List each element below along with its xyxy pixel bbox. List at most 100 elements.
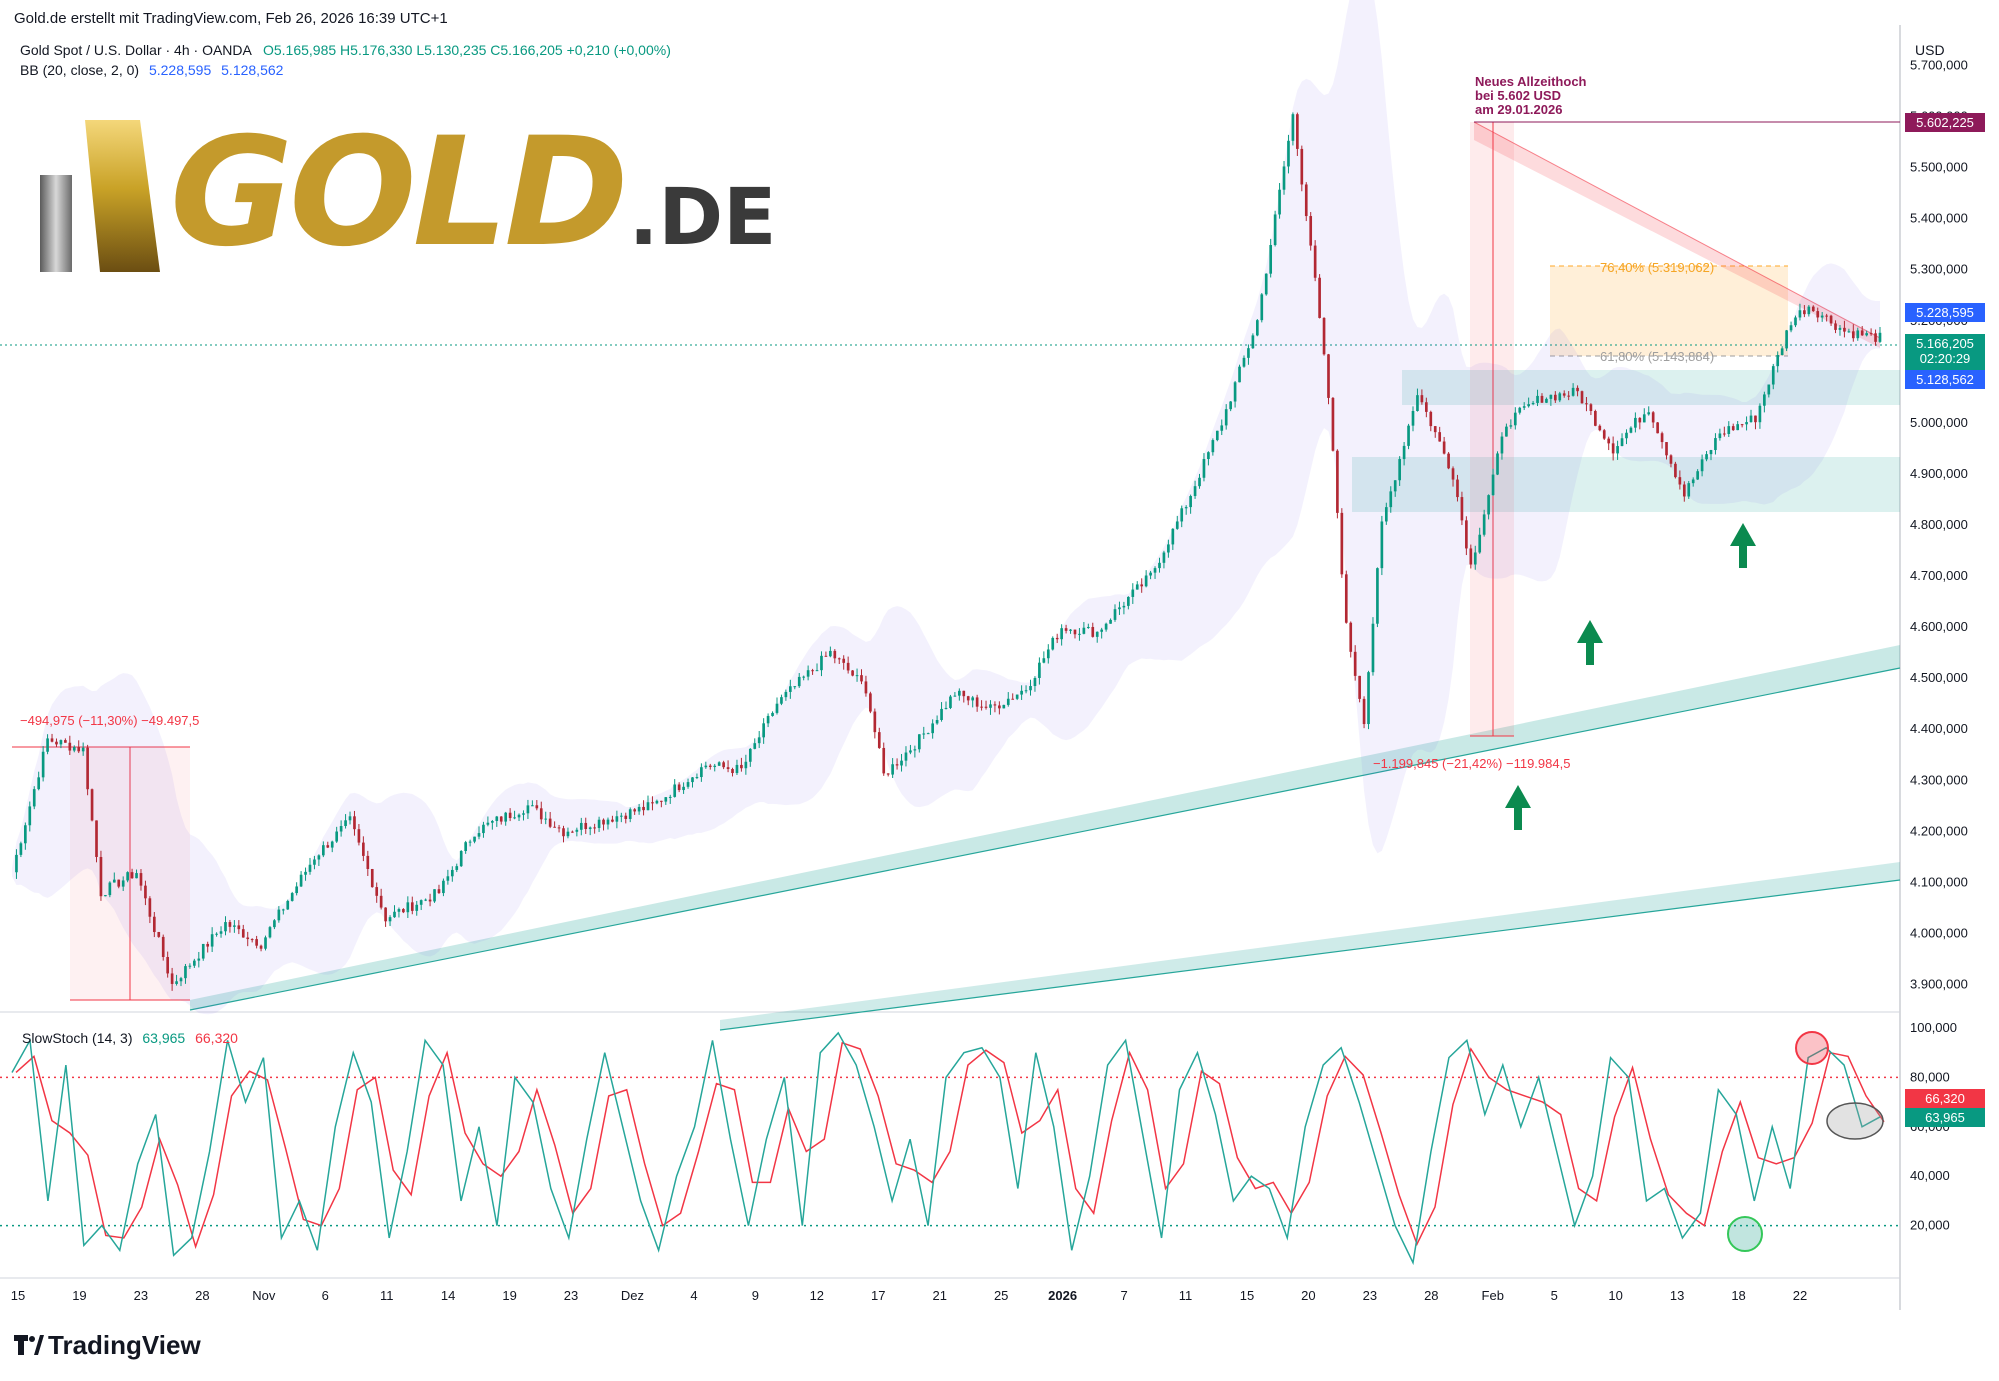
candle <box>744 761 748 769</box>
candle <box>1513 412 1517 426</box>
candle <box>99 856 103 897</box>
candle <box>597 819 601 828</box>
candle <box>1571 387 1575 396</box>
candle <box>1078 633 1081 635</box>
candle <box>837 658 841 660</box>
candle <box>353 816 356 830</box>
candle <box>308 864 312 872</box>
candle <box>72 747 76 751</box>
up-arrow-icon <box>1505 785 1531 830</box>
candle <box>1629 427 1633 433</box>
logo-suffix-text: .DE <box>628 173 777 263</box>
time-tick-label: 23 <box>564 1288 578 1303</box>
time-tick-label: 25 <box>994 1288 1008 1303</box>
candle <box>1678 477 1682 485</box>
candle <box>517 814 521 818</box>
candle <box>1384 507 1388 522</box>
candle <box>375 887 379 896</box>
candle <box>330 841 334 848</box>
candle <box>95 820 98 857</box>
candle <box>179 978 183 982</box>
candle <box>197 958 201 961</box>
candle <box>1371 623 1375 673</box>
candle <box>940 708 943 720</box>
price-tick-label: 4.500,000 <box>1910 670 1968 685</box>
candle <box>1264 273 1268 295</box>
candle <box>704 765 708 768</box>
candle <box>1847 331 1851 333</box>
candle <box>1296 114 1299 149</box>
candle <box>152 916 156 933</box>
candle <box>1344 574 1348 623</box>
candle <box>1006 698 1010 705</box>
time-tick-label: 4 <box>690 1288 697 1303</box>
support-channel-upper-line <box>189 667 1901 1011</box>
candle <box>700 767 703 778</box>
candle <box>1820 315 1824 318</box>
candle <box>1665 442 1668 456</box>
candle <box>895 764 899 766</box>
candle <box>1620 438 1624 447</box>
candle <box>144 885 147 899</box>
candle <box>780 697 783 704</box>
stoch-tick-label: 20,000 <box>1910 1218 1950 1233</box>
candle <box>15 854 18 873</box>
candle <box>1215 430 1219 441</box>
candle <box>104 895 107 897</box>
candle <box>1829 315 1833 324</box>
candle <box>748 748 752 762</box>
candle <box>1549 394 1553 399</box>
stoch-tick-label: 40,000 <box>1910 1168 1950 1183</box>
bb-legend: BB (20, close, 2, 0) 5.228,595 5.128,562 <box>20 62 283 78</box>
candle <box>851 670 854 676</box>
candle <box>1291 114 1295 141</box>
candle <box>1273 214 1277 246</box>
candle <box>321 845 325 856</box>
candle <box>820 655 823 671</box>
candle <box>922 733 926 735</box>
candle <box>384 907 387 922</box>
candle <box>673 784 677 797</box>
candle <box>32 789 36 807</box>
candle <box>949 696 952 708</box>
candle <box>1149 572 1152 576</box>
price-tick-label: 4.700,000 <box>1910 568 1968 583</box>
candle <box>68 742 72 751</box>
candle <box>228 922 232 927</box>
time-tick-label: 19 <box>502 1288 516 1303</box>
candle <box>1834 323 1837 330</box>
chart-credit: Gold.de erstellt mit TradingView.com, Fe… <box>14 10 448 27</box>
candle <box>1438 432 1442 442</box>
candle <box>370 868 374 888</box>
candle <box>886 773 890 775</box>
candle <box>1856 330 1860 339</box>
candle <box>1776 354 1780 367</box>
candle <box>1505 426 1508 437</box>
candle <box>1091 626 1095 637</box>
candle <box>19 843 23 855</box>
time-tick-label: 2026 <box>1048 1288 1077 1303</box>
candle <box>1763 394 1766 406</box>
candle <box>1465 520 1468 549</box>
candle <box>935 719 939 724</box>
candle <box>1304 184 1308 217</box>
stoch-d-tag: 66,320 <box>1905 1089 1985 1108</box>
candle <box>1469 548 1473 565</box>
candle <box>544 818 548 820</box>
time-tick-label: 23 <box>1363 1288 1377 1303</box>
candle <box>1420 395 1424 403</box>
candle <box>1642 414 1646 423</box>
candle <box>1616 446 1619 454</box>
candle <box>1198 477 1201 487</box>
candle <box>442 880 445 894</box>
candle <box>1687 483 1691 497</box>
drop-small-label: −494,975 (−11,30%) −49.497,5 <box>20 713 200 728</box>
time-tick-label: 6 <box>322 1288 329 1303</box>
candle <box>1803 310 1806 315</box>
bb-lower-tag: 5.128,562 <box>1905 370 1985 389</box>
candle <box>1069 629 1072 631</box>
candle <box>917 734 921 750</box>
price-tick-label: 4.800,000 <box>1910 517 1968 532</box>
candle <box>642 806 645 811</box>
candle <box>1269 245 1273 274</box>
